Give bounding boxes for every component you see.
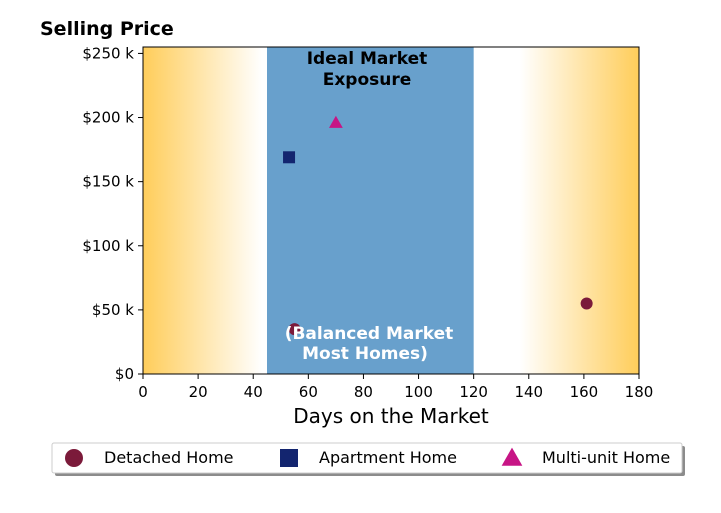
plot-area: Ideal Market Exposure (Balanced Market M…: [142, 46, 640, 375]
legend-marker-triangle: [501, 447, 523, 466]
x-tick-label: 120: [459, 383, 488, 401]
y-tick-label: $200 k: [82, 109, 134, 127]
y-axis-title: Selling Price: [40, 18, 174, 40]
x-axis-title: Days on the Market: [293, 404, 489, 428]
y-tick-label: $150 k: [82, 173, 134, 191]
x-tick-label: 0: [138, 383, 148, 401]
ideal-market-band: [267, 47, 474, 374]
legend-box: [51, 442, 683, 474]
data-point-circle: [580, 297, 593, 310]
band-note-line-2: Most Homes): [302, 344, 428, 364]
x-tick-label: 160: [570, 383, 599, 401]
legend-marker-circle: [65, 449, 83, 467]
y-axis-ticks: $0 $50 k $100 k $150 k $200 k $250 k: [82, 44, 143, 383]
band-note-line-1: (Balanced Market: [285, 324, 454, 344]
legend: Detached Home Apartment Home Multi-unit Ho…: [51, 442, 685, 476]
x-axis-ticks: 0 20 40 60 80 100 120 140 160 180: [138, 374, 653, 401]
band-title-line-1: Ideal Market: [307, 49, 428, 69]
data-point-square: [283, 151, 296, 164]
legend-label: Detached Home: [104, 448, 234, 467]
y-tick-label: $100 k: [82, 237, 134, 255]
x-tick-label: 80: [354, 383, 373, 401]
data-points: [283, 115, 593, 336]
x-tick-label: 20: [189, 383, 208, 401]
band-title-line-2: Exposure: [323, 70, 412, 90]
y-tick-label: $250 k: [82, 44, 134, 62]
x-tick-label: 140: [514, 383, 543, 401]
legend-marker-square: [280, 449, 298, 467]
plot-frame: [142, 46, 640, 375]
x-tick-label: 40: [244, 383, 263, 401]
x-tick-label: 180: [625, 383, 654, 401]
legend-items: Detached Home Apartment Home Multi-unit Ho…: [65, 447, 670, 467]
legend-label: Apartment Home: [319, 448, 457, 467]
legend-label: Multi-unit Home: [542, 448, 670, 467]
x-tick-label: 60: [299, 383, 318, 401]
data-point-circle: [288, 323, 301, 336]
y-tick-label: $50 k: [92, 301, 134, 319]
x-tick-label: 100: [404, 383, 433, 401]
y-tick-label: $0: [115, 365, 134, 383]
data-point-triangle: [328, 115, 343, 128]
